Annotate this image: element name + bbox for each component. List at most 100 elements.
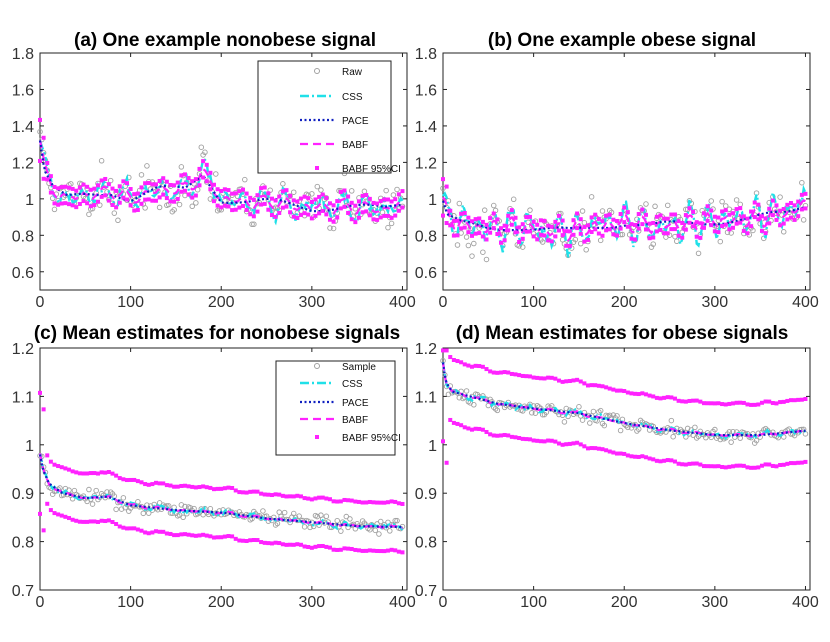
ci-point	[774, 203, 779, 208]
y-tick-label: 1	[428, 192, 437, 209]
ci-point	[219, 205, 224, 210]
ci-point	[622, 451, 627, 456]
ci-point	[262, 201, 267, 206]
ci-point	[117, 200, 122, 205]
ci-point	[99, 518, 104, 523]
ci-point	[143, 197, 148, 202]
ci-point	[41, 176, 46, 181]
y-tick-label: 0.9	[12, 486, 34, 503]
y-tick-label: 0.8	[12, 228, 34, 245]
raw-point	[692, 424, 698, 431]
ci-point	[378, 215, 383, 220]
ci-point	[313, 544, 318, 549]
raw-point	[37, 128, 43, 135]
ci-point	[208, 534, 213, 539]
ci-point	[360, 500, 365, 505]
ci-series	[38, 117, 405, 225]
ci-point	[542, 233, 547, 238]
ci-point	[593, 212, 598, 217]
ci-point	[593, 446, 598, 451]
ci-point	[625, 390, 630, 395]
ci-point	[527, 229, 532, 234]
raw-point	[323, 513, 330, 520]
ci-point	[306, 212, 311, 217]
ci-point	[745, 465, 750, 470]
ci-point	[233, 536, 238, 541]
ci-point	[538, 218, 543, 223]
ci-point	[70, 469, 75, 474]
x-tick-label: 200	[611, 594, 638, 611]
panel-a: (a) One example nonobese signal 0 100 200 3…	[12, 30, 416, 311]
raw-point	[156, 204, 163, 211]
ci-point	[150, 530, 155, 535]
ci-point	[309, 497, 314, 502]
ci-point	[723, 402, 728, 407]
ci-point	[585, 223, 590, 228]
y-tick-label: 0.8	[12, 535, 34, 552]
legend-label-ci: BABF 95%CI	[342, 164, 401, 175]
raw-point	[780, 229, 787, 235]
ci-point	[255, 209, 260, 214]
ci-point	[266, 207, 271, 212]
ci-point	[284, 204, 289, 209]
ci-point	[647, 393, 652, 398]
ci-point	[676, 461, 681, 466]
ci-point	[262, 540, 267, 545]
ci-point	[172, 183, 177, 188]
ci-point	[240, 538, 245, 543]
ci-point	[52, 201, 57, 206]
legend-label-babf: BABF	[342, 140, 368, 151]
ci-point	[48, 174, 53, 179]
ci-point	[745, 216, 750, 221]
ci-point	[255, 193, 260, 198]
ci-point	[269, 493, 274, 498]
ci-point	[106, 518, 111, 523]
ci-point	[469, 233, 474, 238]
ci-point	[647, 221, 652, 226]
ci-point	[302, 544, 307, 549]
y-tick-label: 1.8	[415, 46, 437, 63]
ci-point	[70, 517, 75, 522]
ci-point	[792, 398, 797, 403]
ci-point	[575, 440, 580, 445]
ci-point	[614, 451, 619, 456]
ci-point	[669, 227, 674, 232]
ci-point	[81, 182, 86, 187]
y-tick-label: 0.8	[415, 228, 437, 245]
ci-point	[749, 224, 754, 229]
ci-point	[484, 429, 489, 434]
ci-point	[157, 529, 162, 534]
ci-point	[226, 485, 231, 490]
ci-point	[327, 545, 332, 550]
ci-point	[182, 188, 187, 193]
ci-point	[175, 180, 180, 185]
y-tick-label: 1.4	[415, 119, 437, 136]
ci-point	[578, 379, 583, 384]
ci-point	[738, 220, 743, 225]
ci-point	[698, 221, 703, 226]
x-tick-label: 100	[117, 294, 144, 311]
ci-point	[77, 185, 82, 190]
ci-point	[284, 188, 289, 193]
raw-point	[348, 188, 355, 194]
ci-point	[400, 205, 405, 210]
ci-point	[266, 191, 271, 196]
ci-point	[353, 203, 358, 208]
ci-point	[103, 470, 108, 475]
ci-point	[441, 348, 445, 353]
ci-point	[712, 214, 717, 219]
ci-point	[230, 534, 235, 539]
ci-point	[589, 446, 594, 451]
raw-point	[581, 219, 588, 226]
ci-point	[596, 446, 601, 451]
ci-point	[226, 204, 231, 209]
ci-point	[687, 398, 692, 403]
ci-point	[618, 212, 623, 217]
ci-point	[38, 117, 42, 122]
ci-point	[596, 383, 601, 388]
ci-point	[172, 533, 177, 538]
ci-point	[691, 209, 696, 214]
raw-point	[89, 501, 96, 507]
raw-point	[377, 518, 384, 525]
ci-point	[371, 500, 376, 505]
